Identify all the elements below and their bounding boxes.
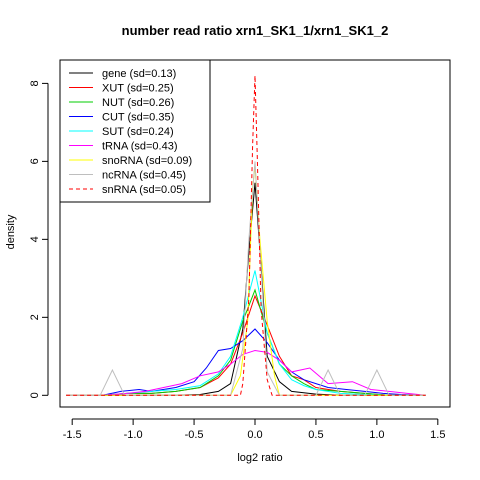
y-tick-label: 4 <box>29 236 41 242</box>
x-tick-label: -1.5 <box>63 429 82 441</box>
y-tick-label: 8 <box>29 80 41 86</box>
series-line-5 <box>66 349 426 396</box>
legend-label-1: XUT (sd=0.25) <box>102 83 174 95</box>
plot-frame <box>59 59 451 408</box>
x-tick-label: 1.5 <box>430 429 445 441</box>
series-line-4 <box>66 270 426 396</box>
y-tick-label: 6 <box>29 158 41 164</box>
x-axis: -1.5 -1.0 -0.5 0.0 0.5 1.0 1.5 <box>63 418 445 441</box>
legend-label-4: SUT (sd=0.24) <box>102 126 174 138</box>
x-tick-label: 1.0 <box>369 429 384 441</box>
legend-label-5: tRNA (sd=0.43) <box>102 141 178 153</box>
y-axis: 0 2 4 6 8 <box>29 80 49 398</box>
legend-label-8: snRNA (sd=0.05) <box>102 184 186 196</box>
x-tick-label: 0.0 <box>247 429 262 441</box>
series-line-8 <box>66 75 426 396</box>
x-axis-label: log2 ratio <box>237 452 282 464</box>
legend-label-6: snoRNA (sd=0.09) <box>102 155 192 167</box>
series-layer <box>66 75 426 396</box>
legend-label-3: CUT (sd=0.35) <box>102 112 174 124</box>
series-line-2 <box>66 288 426 396</box>
legend-label-7: ncRNA (sd=0.45) <box>102 170 186 182</box>
chart-title: number read ratio xrn1_SK1_1/xrn1_SK1_2 <box>122 23 389 38</box>
y-tick-label: 2 <box>29 314 41 320</box>
legend-label-0: gene (sd=0.13) <box>102 68 176 80</box>
legend-label-2: NUT (sd=0.26) <box>102 97 174 109</box>
x-tick-label: -1.0 <box>124 429 143 441</box>
legend: gene (sd=0.13) XUT (sd=0.25) NUT (sd=0.26)… <box>59 59 211 203</box>
y-tick-label: 0 <box>29 392 41 398</box>
y-axis-label: density <box>5 214 17 249</box>
x-tick-label: 0.5 <box>308 429 323 441</box>
x-tick-label: -0.5 <box>185 429 204 441</box>
